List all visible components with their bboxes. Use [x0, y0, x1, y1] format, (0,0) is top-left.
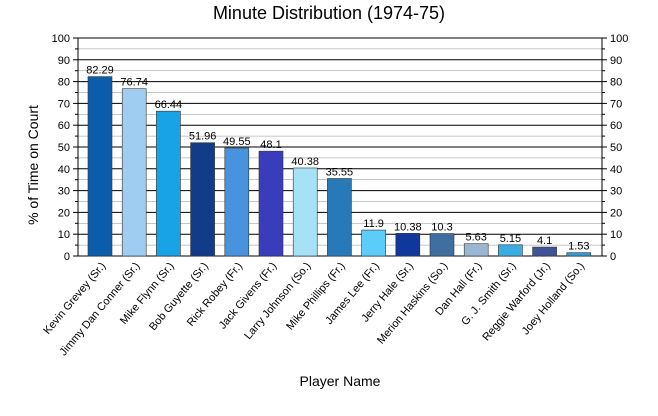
- y-tick-label-left: 50: [58, 142, 70, 154]
- data-label: 48.1: [260, 139, 281, 151]
- data-label: 51.96: [189, 131, 217, 143]
- bars: [87, 76, 592, 257]
- y-tick-label-left: 30: [58, 186, 70, 198]
- data-label: 76.74: [120, 77, 148, 89]
- data-label: 10.38: [394, 221, 422, 233]
- y-tick-label-left: 60: [58, 120, 70, 132]
- data-label: 66.44: [155, 99, 183, 111]
- data-label: 4.1: [537, 235, 552, 247]
- data-label: 5.63: [465, 232, 486, 244]
- data-label: 35.55: [326, 167, 354, 179]
- y-tick-label-right: 30: [610, 186, 622, 198]
- data-label: 1.53: [568, 241, 589, 253]
- y-tick-label-right: 20: [610, 207, 622, 219]
- data-label: 11.9: [363, 218, 384, 230]
- y-tick-label-left: 0: [64, 251, 70, 263]
- bar: [395, 233, 421, 257]
- bar: [258, 150, 284, 257]
- x-tick-labels: Kevin Grevey (Sr.)Jimmy Dan Conner (Sr.)…: [41, 260, 587, 358]
- y-axis-title: % of Time on Court: [25, 105, 41, 225]
- y-tick-label-left: 10: [58, 229, 70, 241]
- y-tick-label-right: 60: [610, 120, 622, 132]
- y-tick-label-right: 40: [610, 164, 622, 176]
- x-tick-label: Larry Johnson (So.): [242, 260, 313, 342]
- y-tick-label-right: 90: [610, 55, 622, 67]
- y-tick-label-right: 70: [610, 98, 622, 110]
- y-tick-label-right: 50: [610, 142, 622, 154]
- bar: [190, 142, 215, 257]
- y-tick-label-left: 20: [58, 207, 70, 219]
- bar: [498, 244, 523, 257]
- y-tick-label-left: 40: [58, 164, 70, 176]
- y-tick-label-right: 100: [610, 33, 628, 45]
- bar: [361, 229, 386, 257]
- data-label: 5.15: [500, 233, 521, 245]
- bar: [87, 76, 113, 257]
- bar: [463, 243, 489, 257]
- y-tick-label-left: 80: [58, 77, 70, 89]
- x-axis-title: Player Name: [300, 373, 381, 389]
- bar: [121, 88, 147, 257]
- y-tick-label-right: 10: [610, 229, 622, 241]
- bar: [532, 246, 557, 257]
- bar: [156, 110, 181, 257]
- bar: [292, 167, 318, 257]
- bar: [327, 178, 352, 257]
- chart-title: Minute Distribution (1974-75): [213, 3, 445, 23]
- data-label: 10.3: [431, 222, 452, 234]
- x-tick-label: Kevin Grevey (Sr.): [41, 260, 108, 337]
- y-tick-label-right: 0: [610, 251, 616, 263]
- x-tick-label: Bob Guyette (Sr.): [147, 260, 211, 333]
- data-label: 49.55: [223, 136, 251, 148]
- y-tick-label-left: 90: [58, 55, 70, 67]
- bar: [566, 252, 592, 257]
- y-tick-label-left: 70: [58, 98, 70, 110]
- bar: [224, 147, 250, 257]
- data-label: 40.38: [291, 156, 319, 168]
- data-labels: 82.29 76.74 66.44 51.96 49.55 48.1 40.38 35.55 1…: [86, 65, 589, 253]
- x-tick-label: Mike Phillips (Fr.): [284, 260, 347, 332]
- y-tick-label-left: 100: [52, 33, 70, 45]
- y-tick-label-right: 80: [610, 77, 622, 89]
- data-label: 82.29: [86, 65, 114, 77]
- x-tick-label: Joey Holland (So.): [520, 260, 587, 337]
- bar: [429, 233, 455, 257]
